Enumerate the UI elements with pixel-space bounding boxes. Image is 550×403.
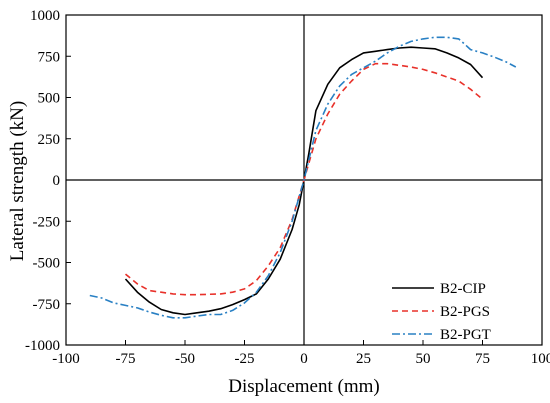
y-axis-title: Lateral strength (kN): [7, 101, 28, 261]
x-axis-title: Displacement (mm): [228, 376, 379, 397]
y-tick-label: 0: [53, 173, 61, 189]
ticks-layer: -100 -75 -50 -25 0 25 50 75 100-1000-750-500-250…: [25, 8, 550, 367]
x-tick-label: 25: [356, 351, 371, 367]
series-layer: [89, 36, 517, 319]
x-tick-label: 0: [300, 351, 308, 367]
y-tick-label: -500: [33, 256, 61, 272]
x-tick-label: -25: [235, 351, 255, 367]
legend-label: B2-CIP: [440, 281, 486, 297]
svg-text:Lateral strength (kN): Lateral strength (kN): [7, 101, 28, 261]
y-tick-label: -1000: [25, 338, 60, 354]
y-tick-label: 250: [38, 132, 61, 148]
series-line-b2-pgt: [89, 36, 517, 319]
legend-label: B2-PGS: [440, 304, 490, 320]
legend: B2-CIP B2-PGS B2-PGT: [392, 281, 491, 343]
x-tick-label: 100: [531, 351, 550, 367]
y-tick-label: 1000: [30, 8, 60, 24]
x-tick-label: -50: [175, 351, 195, 367]
x-tick-label: -100: [52, 351, 80, 367]
x-tick-label: 75: [475, 351, 490, 367]
x-tick-label: 50: [416, 351, 431, 367]
y-tick-label: 750: [38, 49, 61, 65]
y-tick-label: 500: [38, 91, 61, 107]
plot-frame: [65, 14, 543, 346]
y-tick-label: -750: [33, 297, 61, 313]
y-tick-label: -250: [33, 214, 61, 230]
legend-label: B2-PGT: [440, 327, 491, 343]
x-tick-label: -75: [116, 351, 136, 367]
